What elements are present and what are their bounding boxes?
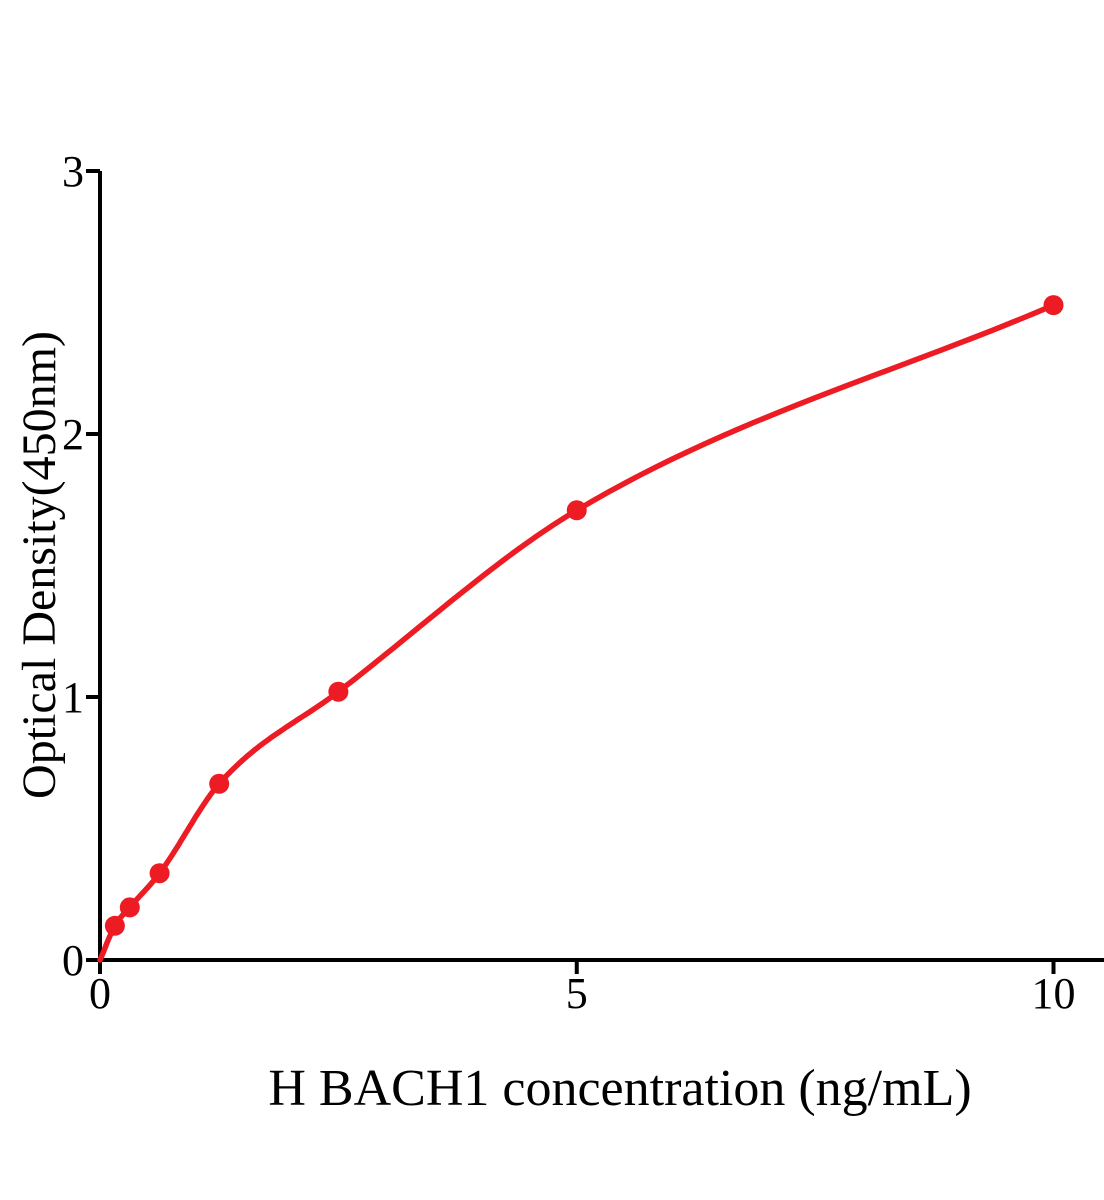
y-tick-label: 0 [62, 936, 84, 985]
y-tick-label: 3 [62, 147, 84, 196]
x-tick-label: 10 [1032, 969, 1076, 1018]
data-point [328, 681, 349, 702]
y-tick-label: 1 [62, 673, 84, 722]
x-tick-label: 0 [89, 969, 111, 1018]
y-tick-label: 2 [62, 410, 84, 459]
data-point [209, 773, 230, 794]
data-point [566, 500, 587, 521]
x-axis-title: H BACH1 concentration (ng/mL) [268, 1060, 972, 1117]
fit-curve [97, 302, 1057, 963]
data-point [119, 897, 140, 918]
x-tick-label: 5 [566, 969, 588, 1018]
data-point [149, 863, 170, 884]
data-point [1043, 295, 1064, 316]
y-axis-title: Optical Density(450nm) [13, 331, 66, 799]
data-point [104, 915, 125, 936]
